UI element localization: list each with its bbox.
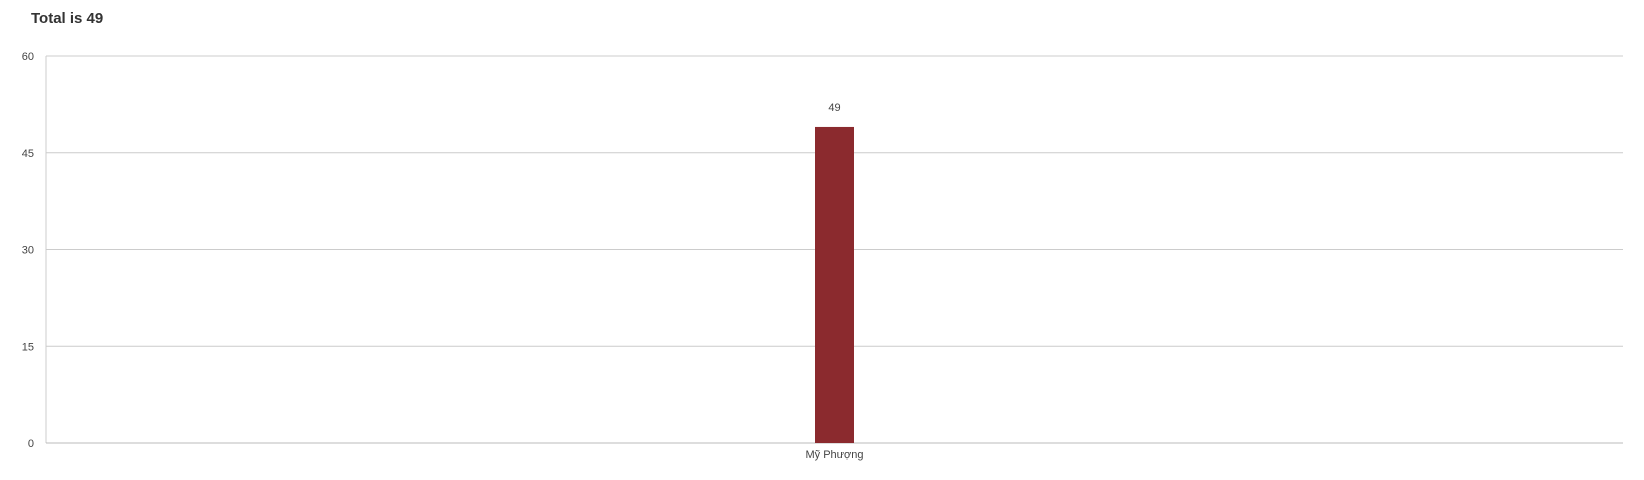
data-label-0: 49 [828,102,840,114]
y-tick-label-30: 30 [22,245,34,257]
y-tick-label-60: 60 [22,51,34,63]
y-axis-ticks: 0 15 30 45 60 [22,51,34,450]
y-tick-label-0: 0 [28,438,34,450]
category-labels: Mỹ Phượng [806,449,864,461]
chart-title: Total is 49 [31,10,104,27]
y-tick-label-45: 45 [22,148,34,160]
bars [815,126,854,443]
y-tick-label-15: 15 [22,341,34,353]
x-category-label-0: Mỹ Phượng [806,449,864,461]
bar-0 [815,126,854,443]
data-labels: 49 [828,102,840,114]
